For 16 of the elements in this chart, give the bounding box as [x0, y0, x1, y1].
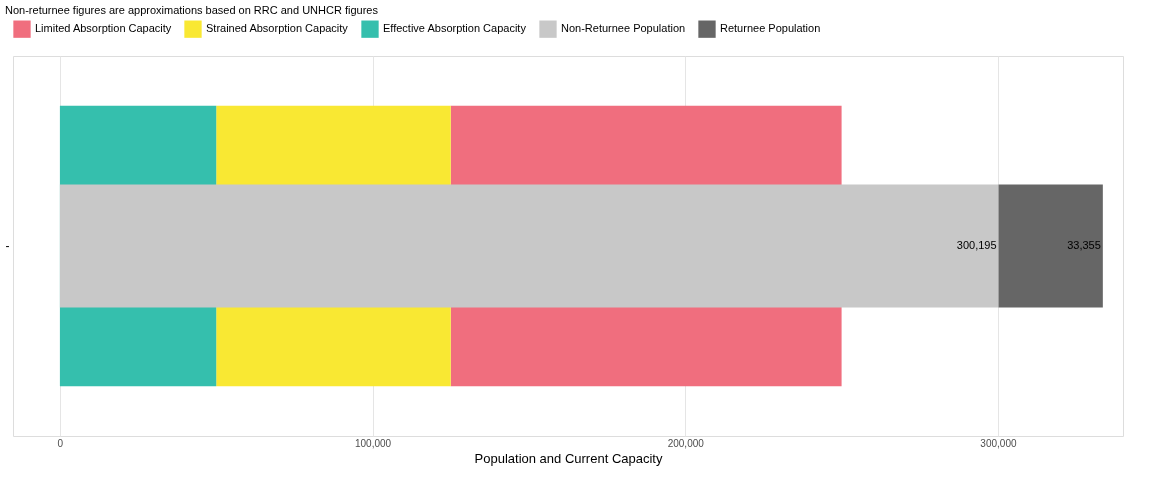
bar — [998, 184, 1103, 308]
legend-label: Limited Absorption Capacity — [35, 22, 172, 35]
data-label: 33,355 — [1067, 239, 1101, 251]
x-tick-label: 0 — [57, 437, 64, 449]
bar — [59, 184, 999, 308]
chart-title: Non-returnee figures are approximations based on RRC and UNHCR figures — [5, 4, 379, 16]
y-tick-label: - — [5, 239, 10, 253]
data-label: 300,195 — [956, 239, 997, 251]
legend-label: Non-Returnee Population — [561, 22, 686, 35]
x-tick-label: 200,000 — [667, 437, 705, 449]
legend-label: Strained Absorption Capacity — [206, 22, 349, 35]
legend-label: Effective Absorption Capacity — [383, 22, 527, 35]
x-tick-label: 100,000 — [355, 437, 392, 449]
x-axis-title: Population and Current Capacity — [474, 450, 663, 466]
legend-label: Returnee Population — [720, 22, 821, 35]
x-tick-label: 300,000 — [980, 437, 1017, 449]
